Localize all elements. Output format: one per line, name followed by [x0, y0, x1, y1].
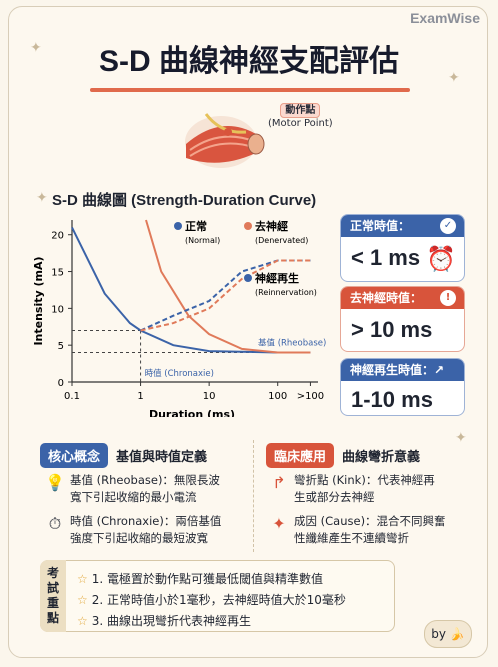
info-card-value: < 1 ms [351, 245, 421, 270]
x-tick-label: >100 [297, 391, 324, 402]
info-card-header: 正常時值： [341, 215, 464, 237]
star-icon: ☆ [77, 593, 88, 607]
x-tick-label: 10 [203, 391, 216, 402]
by-badge: by 🍌 [424, 620, 472, 648]
info-card-value: 1-10 ms [351, 387, 433, 412]
exam-point-text: 2. 正常時值小於1毫秒，去神經時值大於10毫秒 [91, 593, 346, 607]
kink-arrow-icon: ↱ [272, 473, 286, 492]
legend-label: 去神經 [255, 219, 288, 233]
exam-point-text: 1. 電極置於動作點可獲最低閾值與精準數值 [91, 572, 324, 586]
brand-label: ExamWise [410, 10, 480, 26]
info-card-reinnervation: 神經再生時值：↗ 1-10 ms [340, 358, 465, 416]
legend-marker [244, 222, 252, 230]
series-line [145, 219, 311, 354]
sparkle-icon: ✦ [455, 430, 467, 446]
info-card-normal: 正常時值： ✓ < 1 ms ⏰ [340, 214, 465, 282]
star-icon: ☆ [77, 614, 88, 628]
clinical-item: ↱ 彎折點 (Kink)：代表神經再 生或部分去神經 [268, 472, 468, 508]
rheobase-annotation: 基值 (Rheobase) [258, 338, 326, 349]
y-tick-label: 5 [58, 341, 64, 352]
exam-points-tag: 考試重點 [40, 560, 66, 632]
info-card-header: 去神經時值： [341, 287, 464, 309]
concept-text: 寬下引起收縮的最小電流 [70, 489, 197, 504]
x-axis-label: Duration (ms) [149, 408, 235, 417]
exam-point: ☆ 2. 正常時值小於1毫秒，去神經時值大於10毫秒 [77, 591, 346, 608]
motor-point-label: 動作點 (Motor Point) [268, 103, 333, 130]
section-divider [253, 440, 254, 552]
chart-title: S-D 曲線圖 (Strength-Duration Curve) [52, 192, 317, 209]
legend-label: 正常 [185, 219, 207, 233]
legend-sublabel: (Reinnervation) [255, 288, 317, 297]
muscle-icon: ✦ [272, 514, 286, 533]
title-underline [90, 88, 410, 92]
muscle-fiber-illustration [185, 113, 265, 168]
clinical-text: 生或部分去神經 [294, 489, 375, 504]
concept-item: 💡 基值 (Rheobase)：無限長波 寬下引起收縮的最小電流 [44, 472, 249, 508]
sparkle-icon: ✦ [36, 190, 48, 206]
y-tick-label: 20 [51, 231, 64, 242]
exam-point: ☆ 1. 電極置於動作點可獲最低閾值與精準數值 [77, 570, 323, 587]
concept-text: 基值 (Rheobase)：無限長波 [70, 473, 220, 487]
motor-point-zh: 動作點 [280, 103, 321, 118]
series-line [140, 259, 311, 332]
stopwatch-icon: ⏱ [48, 514, 62, 533]
concept-text: 時值 (Chronaxie)：兩倍基值 [70, 514, 222, 528]
exam-point-text: 3. 曲線出現彎折代表神經再生 [91, 614, 252, 628]
sparkle-icon: ✦ [30, 40, 42, 56]
clinical-text: 性纖維產生不連續彎折 [294, 530, 409, 545]
sd-curve-chart: 0.1 1 10 100 >100 0 5 10 15 20 Duration (ms) Intens… [32, 219, 326, 417]
lightbulb-icon: 💡 [45, 473, 65, 492]
x-tick-label: 0.1 [64, 391, 80, 402]
concepts-pill: 核心概念 [40, 443, 109, 468]
info-card-header: 神經再生時值：↗ [341, 359, 464, 381]
page-title: S-D 曲線神經支配評估 [99, 45, 399, 78]
warning-icon: ! [440, 290, 456, 306]
y-tick-label: 0 [58, 378, 64, 389]
exam-point: ☆ 3. 曲線出現彎折代表神經再生 [77, 612, 251, 629]
clinical-text: 彎折點 (Kink)：代表神經再 [294, 473, 435, 487]
legend-label: 神經再生 [255, 271, 299, 285]
clinical-pill: 臨床應用 [266, 443, 335, 468]
y-axis-label: Intensity (mA) [32, 256, 45, 345]
clinical-item: ✦ 成因 (Cause)：混合不同興奮 性纖維產生不連續彎折 [268, 513, 468, 549]
x-tick-label: 100 [268, 391, 287, 402]
chronaxie-annotation: 時值 (Chronaxie) [145, 368, 214, 379]
legend-marker [244, 274, 252, 282]
x-tick-label: 1 [137, 391, 143, 402]
info-card-denervated: 去神經時值： ! > 10 ms [340, 286, 465, 352]
legend-sublabel: (Denervated) [255, 236, 308, 245]
clinical-title: 曲線彎折意義 [342, 450, 421, 465]
info-card-value: > 10 ms [351, 317, 433, 342]
concepts-heading: 核心概念 基值與時值定義 [40, 443, 207, 468]
check-icon: ✓ [440, 218, 456, 234]
legend-marker [174, 222, 182, 230]
motor-point-en: (Motor Point) [268, 118, 333, 129]
concepts-title: 基值與時值定義 [116, 450, 208, 465]
alarm-clock-icon: ⏰ [426, 245, 456, 273]
legend-sublabel: (Normal) [185, 236, 220, 245]
clinical-heading: 臨床應用 曲線彎折意義 [266, 443, 420, 468]
star-icon: ☆ [77, 572, 88, 586]
y-tick-label: 10 [51, 304, 64, 315]
concept-text: 強度下引起收縮的最短波寬 [70, 530, 208, 545]
exam-points-box: 考試重點 ☆ 1. 電極置於動作點可獲最低閾值與精準數值 ☆ 2. 正常時值小於1毫… [40, 560, 395, 632]
sparkle-icon: ✦ [448, 70, 460, 86]
y-tick-label: 15 [51, 268, 64, 279]
concept-item: ⏱ 時值 (Chronaxie)：兩倍基值 強度下引起收縮的最短波寬 [44, 513, 249, 549]
clinical-text: 成因 (Cause)：混合不同興奮 [294, 514, 446, 528]
